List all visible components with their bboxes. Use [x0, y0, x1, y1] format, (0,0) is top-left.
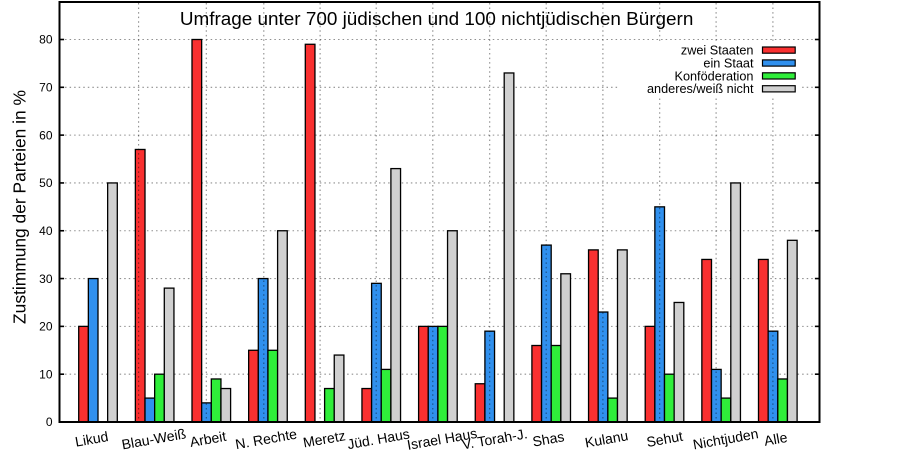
svg-text:Alle: Alle: [763, 429, 789, 449]
svg-text:zwei Staaten: zwei Staaten: [681, 44, 754, 58]
svg-text:80: 80: [39, 33, 53, 47]
svg-text:30: 30: [39, 272, 53, 286]
svg-text:50: 50: [39, 176, 53, 190]
svg-text:Umfrage unter 700 jüdischen un: Umfrage unter 700 jüdischen und 100 nich…: [180, 9, 694, 30]
svg-text:0: 0: [46, 415, 53, 429]
svg-text:10: 10: [39, 367, 53, 381]
svg-text:40: 40: [39, 224, 53, 238]
svg-text:Likud: Likud: [74, 428, 110, 450]
svg-text:anderes/weiß nicht: anderes/weiß nicht: [647, 82, 754, 96]
svg-text:Zustimmung der Parteien in %: Zustimmung der Parteien in %: [9, 90, 29, 324]
svg-text:Arbeit: Arbeit: [189, 428, 228, 450]
svg-text:70: 70: [39, 81, 53, 95]
svg-text:Shas: Shas: [531, 428, 565, 449]
svg-text:Sehut: Sehut: [645, 428, 684, 450]
svg-text:Kulanu: Kulanu: [584, 427, 630, 450]
svg-text:20: 20: [39, 320, 53, 334]
svg-text:Meretz: Meretz: [302, 427, 347, 450]
svg-text:Konföderation: Konföderation: [674, 69, 753, 83]
svg-text:60: 60: [39, 128, 53, 142]
svg-text:ein Staat: ein Staat: [703, 56, 754, 70]
